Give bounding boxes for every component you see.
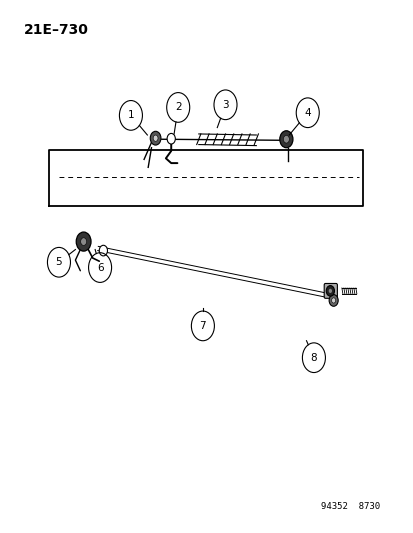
- Text: 2: 2: [174, 102, 181, 112]
- Text: 21E–730: 21E–730: [24, 22, 89, 37]
- Circle shape: [76, 232, 91, 251]
- Circle shape: [328, 295, 337, 306]
- Text: 6: 6: [97, 263, 103, 272]
- Text: 94352  8730: 94352 8730: [320, 503, 379, 512]
- Text: 8: 8: [310, 353, 316, 362]
- Circle shape: [153, 135, 158, 141]
- FancyBboxPatch shape: [323, 284, 337, 298]
- Text: 1: 1: [127, 110, 134, 120]
- Circle shape: [99, 245, 107, 256]
- Circle shape: [150, 131, 161, 145]
- Text: 7: 7: [199, 321, 206, 331]
- Text: 5: 5: [55, 257, 62, 267]
- Circle shape: [283, 135, 289, 143]
- Circle shape: [331, 298, 335, 303]
- Circle shape: [279, 131, 292, 148]
- Circle shape: [167, 133, 175, 144]
- Circle shape: [325, 286, 334, 296]
- Text: 3: 3: [222, 100, 228, 110]
- Text: 4: 4: [304, 108, 310, 118]
- Circle shape: [81, 238, 86, 245]
- Circle shape: [328, 289, 331, 293]
